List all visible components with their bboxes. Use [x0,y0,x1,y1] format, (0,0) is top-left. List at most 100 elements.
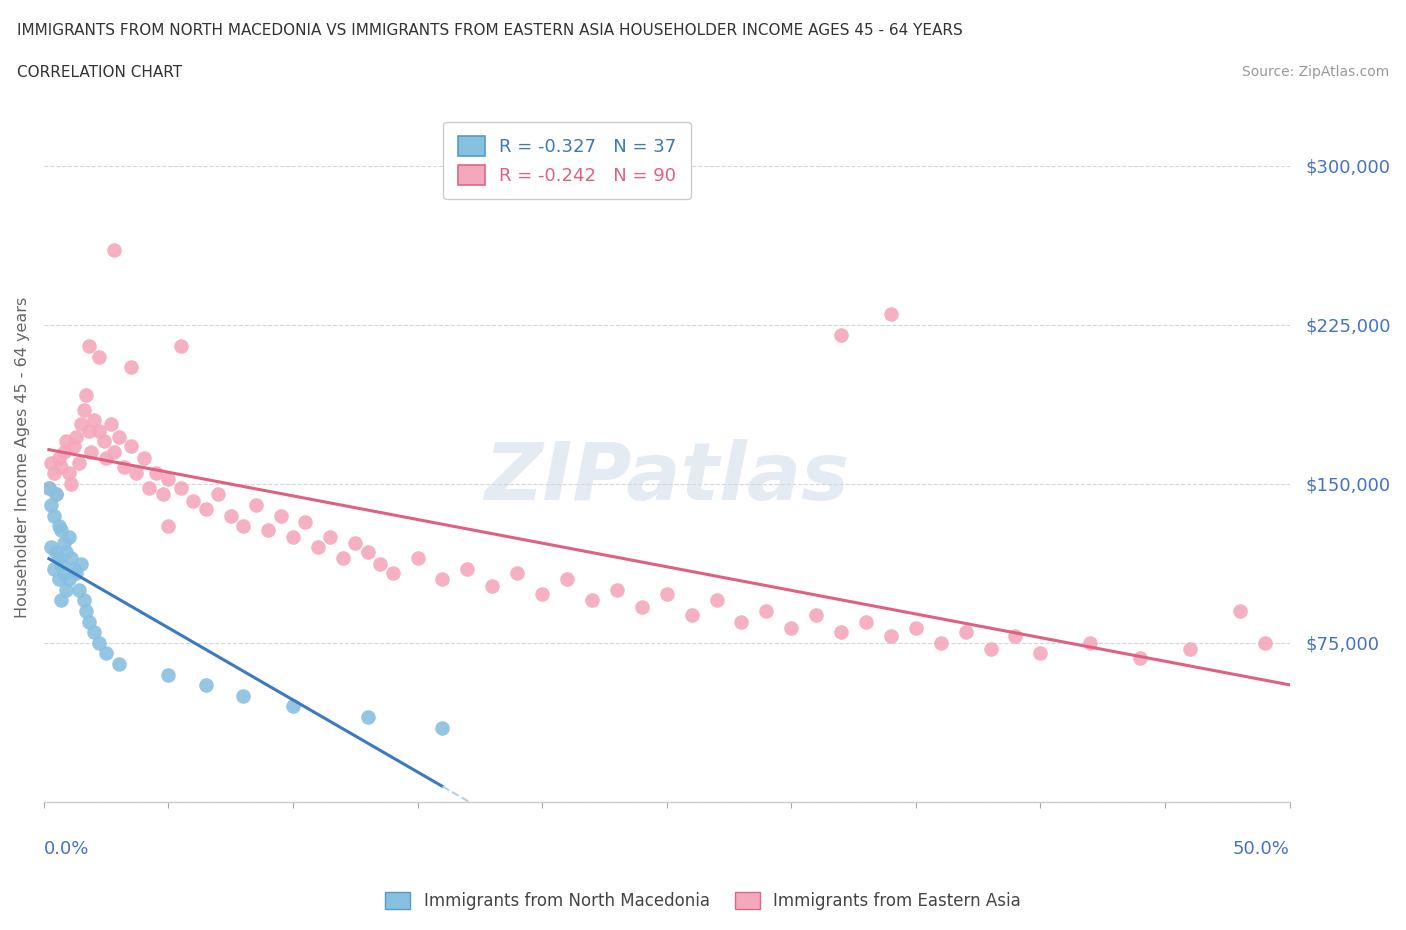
Point [145,466,167,481]
Point [194,678,217,693]
Point [96,646,118,661]
Point [58,529,80,544]
Point [83,625,105,640]
Point [42,561,65,576]
Point [70,557,93,572]
Point [555,572,578,587]
Point [41,498,63,512]
Point [344,536,367,551]
Point [103,445,125,459]
Point [41,455,63,470]
Point [80,445,103,459]
Point [73,402,96,417]
Point [730,614,752,629]
Point [48,551,70,565]
Point [42,466,65,481]
Point [456,561,478,576]
Point [232,519,254,534]
Point [42,508,65,523]
Point [1078,635,1101,650]
Point [432,572,454,587]
Point [157,472,180,487]
Point [368,557,391,572]
Point [93,434,115,449]
Point [62,438,84,453]
Point [194,502,217,517]
Text: Source: ZipAtlas.com: Source: ZipAtlas.com [1241,65,1389,79]
Point [112,459,135,474]
Point [481,578,503,593]
Point [257,523,280,538]
Point [55,582,77,597]
Point [1178,642,1201,657]
Point [87,423,110,438]
Point [183,493,205,508]
Point [65,430,87,445]
Point [1129,650,1152,665]
Point [955,625,977,640]
Point [55,434,77,449]
Point [45,487,67,502]
Point [294,514,316,529]
Point [307,540,329,555]
Point [107,657,129,671]
Point [1029,646,1052,661]
Point [219,508,242,523]
Text: 0.0%: 0.0% [44,840,89,857]
Point [48,572,70,587]
Point [132,451,155,466]
Point [67,455,90,470]
Point [45,544,67,559]
Point [120,360,142,375]
Point [780,620,803,635]
Point [75,387,97,402]
Point [70,417,93,432]
Legend: Immigrants from North Macedonia, Immigrants from Eastern Asia: Immigrants from North Macedonia, Immigra… [378,885,1028,917]
Point [48,519,70,534]
Point [581,593,603,608]
Point [157,667,180,682]
Point [58,572,80,587]
Point [1004,629,1026,644]
Point [929,635,952,650]
Text: CORRELATION CHART: CORRELATION CHART [17,65,181,80]
Point [1253,635,1275,650]
Point [60,551,83,565]
Point [880,629,903,644]
Point [45,487,67,502]
Point [245,498,267,512]
Point [980,642,1002,657]
Point [52,536,75,551]
Point [281,699,304,714]
Point [125,466,148,481]
Point [52,565,75,580]
Point [51,459,73,474]
Point [77,339,100,353]
Point [806,608,828,623]
Legend: R = -0.327   N = 37, R = -0.242   N = 90: R = -0.327 N = 37, R = -0.242 N = 90 [443,122,690,199]
Point [67,582,90,597]
Point [830,625,852,640]
Point [87,635,110,650]
Point [38,481,60,496]
Point [51,593,73,608]
Point [381,565,404,580]
Point [77,614,100,629]
Point [55,544,77,559]
Point [655,587,678,602]
Point [48,451,70,466]
Point [77,423,100,438]
Point [681,608,703,623]
Point [904,620,927,635]
Point [506,565,529,580]
Point [75,604,97,618]
Point [357,544,380,559]
Point [138,481,160,496]
Point [65,565,87,580]
Point [706,593,728,608]
Point [170,339,193,353]
Point [232,688,254,703]
Point [62,561,84,576]
Text: IMMIGRANTS FROM NORTH MACEDONIA VS IMMIGRANTS FROM EASTERN ASIA HOUSEHOLDER INCO: IMMIGRANTS FROM NORTH MACEDONIA VS IMMIG… [17,23,963,38]
Point [1229,604,1251,618]
